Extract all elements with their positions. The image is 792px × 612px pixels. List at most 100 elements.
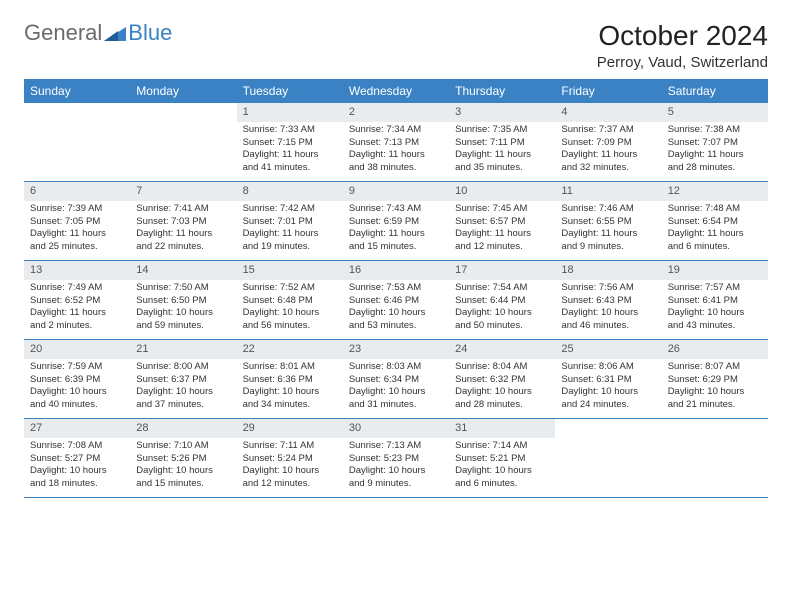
- day-body: Sunrise: 7:08 AMSunset: 5:27 PMDaylight:…: [24, 438, 130, 495]
- day-cell: 6Sunrise: 7:39 AMSunset: 7:05 PMDaylight…: [24, 182, 130, 260]
- day-body: Sunrise: 7:11 AMSunset: 5:24 PMDaylight:…: [237, 438, 343, 495]
- daylight-text: Daylight: 10 hours and 9 minutes.: [349, 465, 443, 491]
- sunset-text: Sunset: 5:26 PM: [136, 453, 230, 466]
- sunset-text: Sunset: 6:43 PM: [561, 295, 655, 308]
- sunset-text: Sunset: 6:57 PM: [455, 216, 549, 229]
- sunset-text: Sunset: 5:27 PM: [30, 453, 124, 466]
- day-cell: [24, 103, 130, 181]
- sunset-text: Sunset: 7:11 PM: [455, 137, 549, 150]
- sunrise-text: Sunrise: 7:59 AM: [30, 361, 124, 374]
- daylight-text: Daylight: 11 hours and 22 minutes.: [136, 228, 230, 254]
- title-block: October 2024 Perroy, Vaud, Switzerland: [597, 20, 768, 71]
- day-cell: 10Sunrise: 7:45 AMSunset: 6:57 PMDayligh…: [449, 182, 555, 260]
- logo-triangle-icon: [104, 25, 126, 41]
- day-body: Sunrise: 8:04 AMSunset: 6:32 PMDaylight:…: [449, 359, 555, 416]
- day-cell: 2Sunrise: 7:34 AMSunset: 7:13 PMDaylight…: [343, 103, 449, 181]
- daylight-text: Daylight: 11 hours and 2 minutes.: [30, 307, 124, 333]
- week-row: 27Sunrise: 7:08 AMSunset: 5:27 PMDayligh…: [24, 419, 768, 498]
- sunset-text: Sunset: 6:37 PM: [136, 374, 230, 387]
- sunrise-text: Sunrise: 7:57 AM: [668, 282, 762, 295]
- day-cell: 31Sunrise: 7:14 AMSunset: 5:21 PMDayligh…: [449, 419, 555, 497]
- daylight-text: Daylight: 10 hours and 46 minutes.: [561, 307, 655, 333]
- sunrise-text: Sunrise: 7:33 AM: [243, 124, 337, 137]
- sunrise-text: Sunrise: 7:48 AM: [668, 203, 762, 216]
- daylight-text: Daylight: 10 hours and 50 minutes.: [455, 307, 549, 333]
- sunset-text: Sunset: 6:48 PM: [243, 295, 337, 308]
- day-number: 27: [24, 419, 130, 438]
- day-body: Sunrise: 8:06 AMSunset: 6:31 PMDaylight:…: [555, 359, 661, 416]
- daylight-text: Daylight: 10 hours and 6 minutes.: [455, 465, 549, 491]
- weekday-header-row: SundayMondayTuesdayWednesdayThursdayFrid…: [24, 79, 768, 103]
- day-cell: 21Sunrise: 8:00 AMSunset: 6:37 PMDayligh…: [130, 340, 236, 418]
- sunset-text: Sunset: 7:07 PM: [668, 137, 762, 150]
- sunrise-text: Sunrise: 7:39 AM: [30, 203, 124, 216]
- day-body: Sunrise: 7:48 AMSunset: 6:54 PMDaylight:…: [662, 201, 768, 258]
- daylight-text: Daylight: 10 hours and 43 minutes.: [668, 307, 762, 333]
- sunset-text: Sunset: 6:46 PM: [349, 295, 443, 308]
- day-body: Sunrise: 7:14 AMSunset: 5:21 PMDaylight:…: [449, 438, 555, 495]
- day-body: Sunrise: 7:43 AMSunset: 6:59 PMDaylight:…: [343, 201, 449, 258]
- calendar: SundayMondayTuesdayWednesdayThursdayFrid…: [24, 79, 768, 498]
- day-cell: 8Sunrise: 7:42 AMSunset: 7:01 PMDaylight…: [237, 182, 343, 260]
- day-cell: 19Sunrise: 7:57 AMSunset: 6:41 PMDayligh…: [662, 261, 768, 339]
- day-number: 11: [555, 182, 661, 201]
- day-number: 9: [343, 182, 449, 201]
- day-cell: 7Sunrise: 7:41 AMSunset: 7:03 PMDaylight…: [130, 182, 236, 260]
- day-number: 22: [237, 340, 343, 359]
- daylight-text: Daylight: 10 hours and 18 minutes.: [30, 465, 124, 491]
- sunset-text: Sunset: 7:15 PM: [243, 137, 337, 150]
- sunrise-text: Sunrise: 7:54 AM: [455, 282, 549, 295]
- sunset-text: Sunset: 6:44 PM: [455, 295, 549, 308]
- daylight-text: Daylight: 10 hours and 15 minutes.: [136, 465, 230, 491]
- day-number: 20: [24, 340, 130, 359]
- sunrise-text: Sunrise: 7:49 AM: [30, 282, 124, 295]
- weekday-header: Thursday: [449, 79, 555, 103]
- day-body: Sunrise: 8:07 AMSunset: 6:29 PMDaylight:…: [662, 359, 768, 416]
- day-number: 8: [237, 182, 343, 201]
- day-body: Sunrise: 7:52 AMSunset: 6:48 PMDaylight:…: [237, 280, 343, 337]
- day-body: Sunrise: 7:53 AMSunset: 6:46 PMDaylight:…: [343, 280, 449, 337]
- day-cell: 5Sunrise: 7:38 AMSunset: 7:07 PMDaylight…: [662, 103, 768, 181]
- sunset-text: Sunset: 7:03 PM: [136, 216, 230, 229]
- weekday-header: Monday: [130, 79, 236, 103]
- daylight-text: Daylight: 11 hours and 35 minutes.: [455, 149, 549, 175]
- day-cell: 30Sunrise: 7:13 AMSunset: 5:23 PMDayligh…: [343, 419, 449, 497]
- day-number: 21: [130, 340, 236, 359]
- day-cell: [662, 419, 768, 497]
- week-row: 1Sunrise: 7:33 AMSunset: 7:15 PMDaylight…: [24, 103, 768, 182]
- daylight-text: Daylight: 11 hours and 32 minutes.: [561, 149, 655, 175]
- day-body: Sunrise: 8:01 AMSunset: 6:36 PMDaylight:…: [237, 359, 343, 416]
- sunrise-text: Sunrise: 7:56 AM: [561, 282, 655, 295]
- daylight-text: Daylight: 10 hours and 37 minutes.: [136, 386, 230, 412]
- daylight-text: Daylight: 10 hours and 28 minutes.: [455, 386, 549, 412]
- day-cell: 3Sunrise: 7:35 AMSunset: 7:11 PMDaylight…: [449, 103, 555, 181]
- sunrise-text: Sunrise: 8:04 AM: [455, 361, 549, 374]
- sunrise-text: Sunrise: 7:34 AM: [349, 124, 443, 137]
- week-row: 13Sunrise: 7:49 AMSunset: 6:52 PMDayligh…: [24, 261, 768, 340]
- day-cell: 12Sunrise: 7:48 AMSunset: 6:54 PMDayligh…: [662, 182, 768, 260]
- day-cell: 18Sunrise: 7:56 AMSunset: 6:43 PMDayligh…: [555, 261, 661, 339]
- weekday-header: Wednesday: [343, 79, 449, 103]
- day-number: 3: [449, 103, 555, 122]
- sunset-text: Sunset: 6:54 PM: [668, 216, 762, 229]
- week-row: 20Sunrise: 7:59 AMSunset: 6:39 PMDayligh…: [24, 340, 768, 419]
- daylight-text: Daylight: 11 hours and 41 minutes.: [243, 149, 337, 175]
- sunrise-text: Sunrise: 8:07 AM: [668, 361, 762, 374]
- sunrise-text: Sunrise: 7:50 AM: [136, 282, 230, 295]
- sunset-text: Sunset: 7:13 PM: [349, 137, 443, 150]
- day-number: 7: [130, 182, 236, 201]
- day-body: Sunrise: 7:56 AMSunset: 6:43 PMDaylight:…: [555, 280, 661, 337]
- daylight-text: Daylight: 11 hours and 9 minutes.: [561, 228, 655, 254]
- day-cell: [130, 103, 236, 181]
- day-body: Sunrise: 7:42 AMSunset: 7:01 PMDaylight:…: [237, 201, 343, 258]
- day-number: 6: [24, 182, 130, 201]
- sunrise-text: Sunrise: 7:10 AM: [136, 440, 230, 453]
- day-number: 2: [343, 103, 449, 122]
- daylight-text: Daylight: 11 hours and 15 minutes.: [349, 228, 443, 254]
- sunrise-text: Sunrise: 7:37 AM: [561, 124, 655, 137]
- sunset-text: Sunset: 6:50 PM: [136, 295, 230, 308]
- weekday-header: Friday: [555, 79, 661, 103]
- day-cell: 16Sunrise: 7:53 AMSunset: 6:46 PMDayligh…: [343, 261, 449, 339]
- day-body: Sunrise: 7:54 AMSunset: 6:44 PMDaylight:…: [449, 280, 555, 337]
- day-number: 31: [449, 419, 555, 438]
